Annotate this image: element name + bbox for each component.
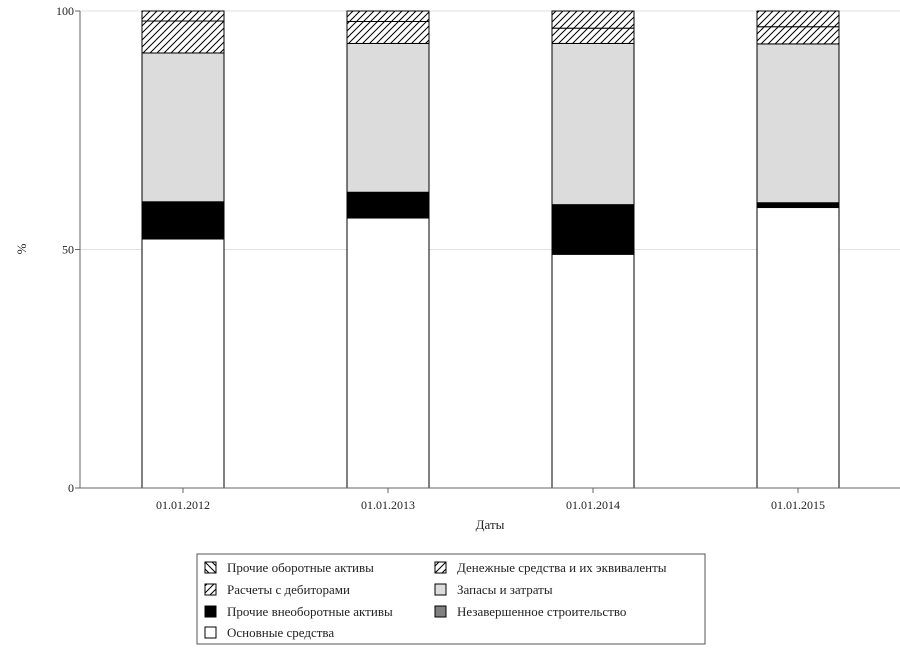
bar-segment [141, 238, 225, 489]
legend-label: Незавершенное строительство [457, 604, 626, 619]
bars [141, 10, 840, 489]
legend-label: Расчеты с дебиторами [227, 582, 350, 597]
bar-segment [551, 253, 635, 489]
legend-box [196, 553, 706, 645]
legend-label: Прочие внеоборотные активы [227, 604, 393, 619]
bar-segment [346, 20, 430, 44]
legend-swatch [204, 561, 217, 574]
bar-segment [141, 20, 225, 54]
legend-swatch [434, 561, 447, 574]
bar-segment [141, 52, 225, 203]
x-tick-label: 01.01.2013 [361, 498, 415, 512]
legend-label: Прочие оборотные активы [227, 560, 374, 575]
legend: Прочие оборотные активы Денежные средства… [196, 553, 706, 645]
bar-segment [756, 26, 840, 45]
legend-label: Денежные средства и их эквиваленты [457, 560, 667, 575]
legend-swatch [204, 626, 217, 639]
bar-segment [141, 201, 225, 240]
x-tick-label: 01.01.2014 [566, 498, 620, 512]
bar-segment [551, 27, 635, 44]
legend-swatch [204, 605, 217, 618]
x-axis-title: Даты [476, 517, 505, 532]
bar-segment [551, 204, 635, 255]
y-tick-label: 100 [56, 4, 74, 18]
bar-segment [346, 42, 430, 193]
y-axis-title: % [14, 243, 29, 254]
bar-segment [346, 10, 430, 22]
legend-swatch [434, 605, 447, 618]
bar-segment [756, 202, 840, 209]
bar-segment [141, 10, 225, 22]
tick-labels: 0 50 100 01.01.2012 01.01.2013 01.01.2014 01.0… [56, 4, 825, 512]
bar-segment [551, 10, 635, 29]
bar-segment [551, 42, 635, 206]
legend-label: Запасы и затраты [457, 582, 553, 597]
bar-segment [346, 217, 430, 489]
y-tick-label: 0 [68, 481, 74, 495]
bar-segment [756, 207, 840, 489]
y-tick-label: 50 [62, 243, 74, 257]
legend-swatch [204, 583, 217, 596]
legend-swatch [434, 583, 447, 596]
legend-label: Основные средства [227, 625, 334, 640]
bar-segment [756, 10, 840, 28]
x-tick-label: 01.01.2012 [156, 498, 210, 512]
axes [75, 10, 900, 493]
bar-segment [346, 191, 430, 219]
x-tick-label: 01.01.2015 [771, 498, 825, 512]
bar-segment [756, 43, 840, 204]
